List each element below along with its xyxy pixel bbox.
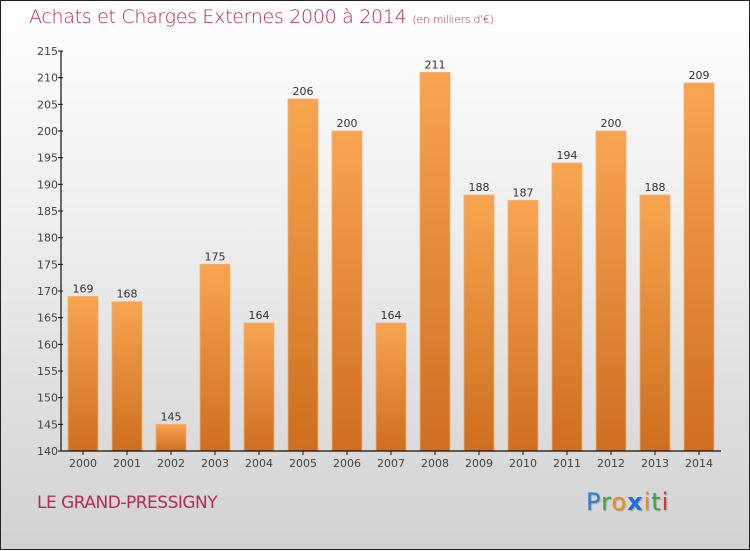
- y-tick-label-190: 190: [37, 178, 58, 191]
- logo-letter: r: [601, 488, 612, 516]
- logo-letter: x: [627, 488, 644, 516]
- logo-letter: i: [661, 488, 670, 516]
- bars-group: 169 168 145 175 164 206 200 164 211 188 187 194 200 1…: [67, 58, 715, 452]
- x-tick-label-2014: 2014: [685, 457, 713, 470]
- x-tick-label-2008: 2008: [421, 457, 449, 470]
- y-tick-label-205: 205: [37, 98, 58, 111]
- y-tick-label-200: 200: [37, 125, 58, 138]
- y-tick-label-140: 140: [37, 445, 58, 458]
- bar-2014: [683, 82, 715, 452]
- y-tick-label-145: 145: [37, 418, 58, 431]
- bar-2003: [199, 263, 231, 452]
- value-label-2004: 164: [249, 309, 270, 322]
- value-label-2005: 206: [293, 85, 314, 98]
- commune-name: LE GRAND-PRESSIGNY: [37, 493, 218, 513]
- value-label-2012: 200: [601, 117, 622, 130]
- axes-group: 2000 2001 2002 2003 2004 2005 2006 2007 2008 2009…: [37, 45, 721, 470]
- value-label-2014: 209: [689, 69, 710, 82]
- y-tick-label-180: 180: [37, 232, 58, 245]
- x-tick-label-2009: 2009: [465, 457, 493, 470]
- y-tick-label-170: 170: [37, 285, 58, 298]
- value-label-2006: 200: [337, 117, 358, 130]
- x-tick-label-2005: 2005: [289, 457, 317, 470]
- value-label-2002: 145: [161, 410, 182, 423]
- y-tick-label-185: 185: [37, 205, 58, 218]
- value-label-2003: 175: [205, 250, 226, 263]
- x-tick-label-2007: 2007: [377, 457, 405, 470]
- bar-2000: [67, 295, 99, 452]
- logo-letter: o: [611, 488, 628, 516]
- x-tick-label-2011: 2011: [553, 457, 581, 470]
- chart-title-text: Achats et Charges Externes 2000 à 2014: [29, 6, 407, 28]
- x-tick-label-2006: 2006: [333, 457, 361, 470]
- value-label-2008: 211: [425, 58, 446, 71]
- y-tick-label-175: 175: [37, 258, 58, 271]
- value-label-2009: 188: [469, 181, 490, 194]
- x-tick-label-2001: 2001: [113, 457, 141, 470]
- value-label-2013: 188: [645, 181, 666, 194]
- y-tick-label-155: 155: [37, 365, 58, 378]
- bar-2013: [639, 194, 671, 452]
- x-tick-label-2002: 2002: [157, 457, 185, 470]
- y-tick-label-210: 210: [37, 72, 58, 85]
- chart-title: Achats et Charges Externes 2000 à 2014 (e…: [29, 6, 494, 28]
- y-tick-label-165: 165: [37, 312, 58, 325]
- logo-letter: P: [586, 488, 602, 516]
- y-tick-label-160: 160: [37, 338, 58, 351]
- bar-2009: [463, 194, 495, 452]
- bar-2004: [243, 322, 275, 452]
- value-label-2010: 187: [513, 186, 534, 199]
- bar-2008: [419, 71, 451, 452]
- bar-2001: [111, 301, 143, 452]
- x-tick-label-2000: 2000: [69, 457, 97, 470]
- bar-2006: [331, 130, 363, 452]
- bar-2012: [595, 130, 627, 452]
- bar-2010: [507, 199, 539, 452]
- x-tick-label-2010: 2010: [509, 457, 537, 470]
- bar-2002: [155, 423, 187, 452]
- bar-2007: [375, 322, 407, 452]
- y-tick-label-215: 215: [37, 45, 58, 58]
- logo-letter: t: [651, 488, 662, 516]
- x-tick-label-2012: 2012: [597, 457, 625, 470]
- value-label-2007: 164: [381, 309, 402, 322]
- x-tick-label-2004: 2004: [245, 457, 273, 470]
- y-tick-label-195: 195: [37, 152, 58, 165]
- chart-unit: (en milliers d'€): [412, 13, 494, 26]
- value-label-2001: 168: [117, 288, 138, 301]
- bar-2005: [287, 98, 319, 452]
- y-tick-label-150: 150: [37, 392, 58, 405]
- value-label-2011: 194: [557, 149, 578, 162]
- x-tick-label-2013: 2013: [641, 457, 669, 470]
- bar-2011: [551, 162, 583, 452]
- x-tick-label-2003: 2003: [201, 457, 229, 470]
- logo-letter: i: [643, 488, 652, 516]
- proxiti-logo: Proxiti: [586, 488, 669, 516]
- value-label-2000: 169: [73, 282, 94, 295]
